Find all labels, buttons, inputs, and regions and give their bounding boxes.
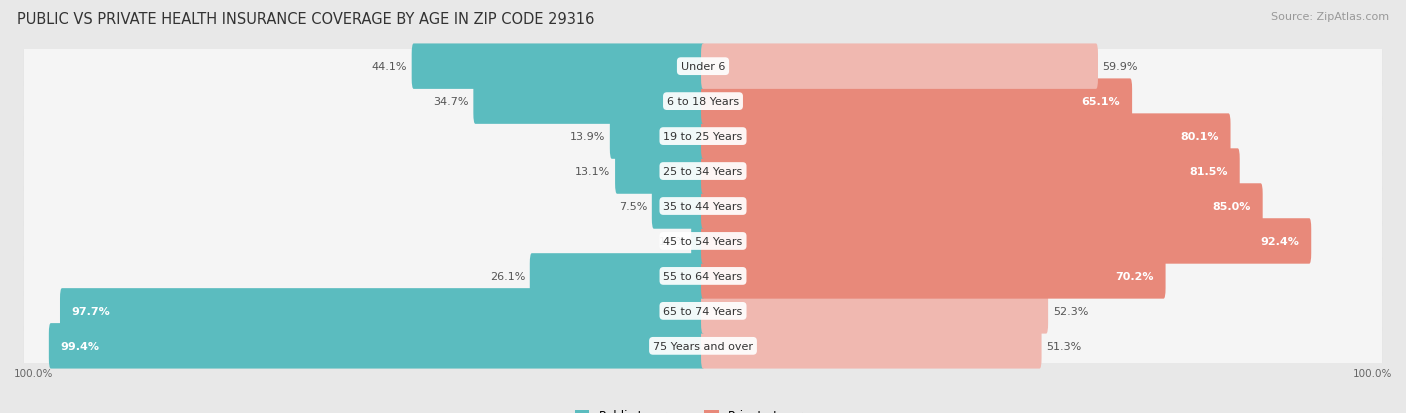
Text: 59.9%: 59.9% (1102, 62, 1137, 72)
Text: 1.5%: 1.5% (658, 236, 686, 247)
Text: 75 Years and over: 75 Years and over (652, 341, 754, 351)
Text: 13.1%: 13.1% (575, 166, 610, 177)
FancyBboxPatch shape (24, 35, 1382, 100)
FancyBboxPatch shape (24, 279, 1382, 342)
FancyBboxPatch shape (60, 288, 704, 334)
FancyBboxPatch shape (412, 44, 704, 90)
Text: Under 6: Under 6 (681, 62, 725, 72)
Text: 80.1%: 80.1% (1180, 132, 1219, 142)
FancyBboxPatch shape (702, 114, 1230, 159)
FancyBboxPatch shape (610, 114, 704, 159)
FancyBboxPatch shape (24, 174, 1382, 239)
Text: 52.3%: 52.3% (1053, 306, 1088, 316)
Text: 65 to 74 Years: 65 to 74 Years (664, 306, 742, 316)
Legend: Public Insurance, Private Insurance: Public Insurance, Private Insurance (571, 404, 835, 413)
Text: 85.0%: 85.0% (1212, 202, 1251, 211)
FancyBboxPatch shape (24, 244, 1382, 308)
Text: 65.1%: 65.1% (1081, 97, 1121, 107)
FancyBboxPatch shape (24, 244, 1382, 309)
Text: 13.9%: 13.9% (569, 132, 605, 142)
FancyBboxPatch shape (474, 79, 704, 125)
Text: 99.4%: 99.4% (60, 341, 100, 351)
FancyBboxPatch shape (702, 219, 1312, 264)
FancyBboxPatch shape (24, 209, 1382, 273)
FancyBboxPatch shape (702, 288, 1047, 334)
Text: 55 to 64 Years: 55 to 64 Years (664, 271, 742, 281)
FancyBboxPatch shape (24, 69, 1382, 134)
Text: 7.5%: 7.5% (619, 202, 647, 211)
FancyBboxPatch shape (614, 149, 704, 194)
FancyBboxPatch shape (24, 35, 1382, 98)
FancyBboxPatch shape (24, 104, 1382, 169)
Text: 44.1%: 44.1% (371, 62, 408, 72)
FancyBboxPatch shape (530, 254, 704, 299)
Text: 97.7%: 97.7% (72, 306, 111, 316)
Text: 34.7%: 34.7% (433, 97, 468, 107)
FancyBboxPatch shape (652, 184, 704, 229)
Text: 92.4%: 92.4% (1261, 236, 1299, 247)
FancyBboxPatch shape (24, 313, 1382, 378)
Text: 81.5%: 81.5% (1189, 166, 1227, 177)
Text: Source: ZipAtlas.com: Source: ZipAtlas.com (1271, 12, 1389, 22)
Text: PUBLIC VS PRIVATE HEALTH INSURANCE COVERAGE BY AGE IN ZIP CODE 29316: PUBLIC VS PRIVATE HEALTH INSURANCE COVER… (17, 12, 595, 27)
Text: 25 to 34 Years: 25 to 34 Years (664, 166, 742, 177)
Text: 70.2%: 70.2% (1115, 271, 1154, 281)
FancyBboxPatch shape (24, 209, 1382, 274)
Text: 35 to 44 Years: 35 to 44 Years (664, 202, 742, 211)
FancyBboxPatch shape (702, 44, 1098, 90)
FancyBboxPatch shape (24, 174, 1382, 238)
FancyBboxPatch shape (702, 254, 1166, 299)
FancyBboxPatch shape (702, 184, 1263, 229)
FancyBboxPatch shape (49, 323, 704, 369)
FancyBboxPatch shape (702, 79, 1132, 125)
Text: 100.0%: 100.0% (14, 368, 53, 377)
FancyBboxPatch shape (24, 140, 1382, 203)
FancyBboxPatch shape (702, 323, 1042, 369)
FancyBboxPatch shape (702, 149, 1240, 194)
Text: 19 to 25 Years: 19 to 25 Years (664, 132, 742, 142)
Text: 100.0%: 100.0% (1353, 368, 1392, 377)
FancyBboxPatch shape (24, 139, 1382, 204)
FancyBboxPatch shape (24, 104, 1382, 168)
FancyBboxPatch shape (692, 219, 704, 264)
FancyBboxPatch shape (24, 70, 1382, 133)
Text: 45 to 54 Years: 45 to 54 Years (664, 236, 742, 247)
Text: 51.3%: 51.3% (1046, 341, 1081, 351)
FancyBboxPatch shape (24, 314, 1382, 377)
Text: 6 to 18 Years: 6 to 18 Years (666, 97, 740, 107)
FancyBboxPatch shape (24, 279, 1382, 344)
Text: 26.1%: 26.1% (489, 271, 526, 281)
